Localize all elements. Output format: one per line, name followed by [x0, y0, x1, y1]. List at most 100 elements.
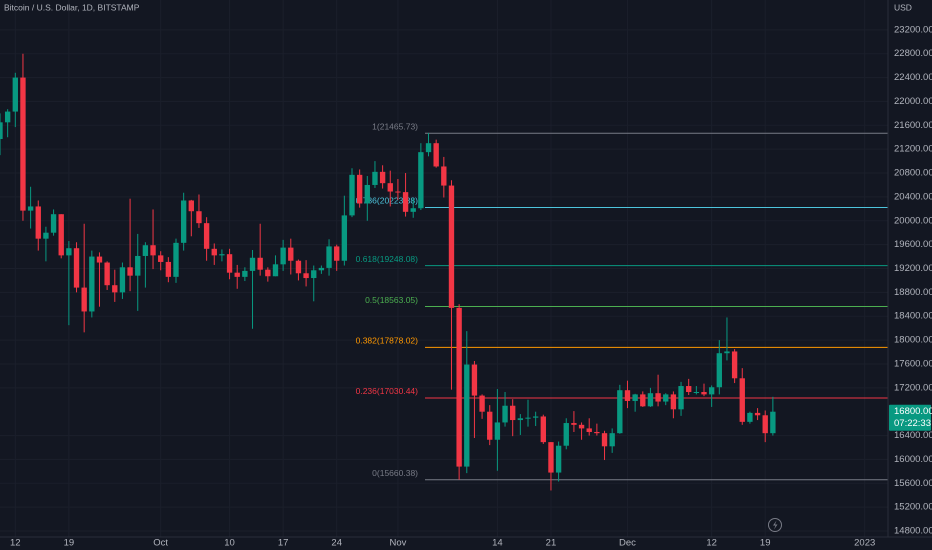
candle-body [89, 256, 95, 312]
candle-body [747, 412, 753, 422]
y-tick-label: 20000.00 [894, 215, 932, 226]
x-tick-label: 24 [331, 538, 342, 549]
candle-body [66, 248, 72, 256]
candle-body [655, 393, 661, 402]
candle-body [142, 245, 149, 256]
candle-body [0, 122, 3, 140]
y-tick-label: 20800.00 [894, 168, 932, 179]
y-tick-label: 19600.00 [894, 239, 932, 250]
fib-label: 0.236(17030.44) [356, 386, 419, 396]
candle-body [226, 254, 233, 273]
candle-body [242, 270, 248, 277]
y-tick-label: 22000.00 [894, 96, 932, 107]
candle-body [647, 393, 654, 407]
y-tick-label: 18800.00 [894, 287, 932, 298]
candle-body [441, 166, 447, 186]
x-tick-label: 14 [492, 538, 503, 549]
x-tick-label: 17 [278, 538, 289, 549]
y-tick-label: 16000.00 [894, 454, 932, 465]
axes: 14800.00 15200.00 15600.00 16000.00 16400.00… [10, 24, 932, 548]
candle-body [762, 415, 768, 434]
candle-body [701, 392, 707, 395]
x-tick-label: Nov [389, 538, 406, 549]
candle-body [578, 424, 585, 429]
candle-body [494, 422, 501, 440]
candle-body [334, 246, 340, 261]
candle-body [532, 416, 539, 418]
candle-body [158, 255, 164, 262]
y-tick-label: 22400.00 [894, 72, 932, 83]
y-tick-label: 15200.00 [894, 502, 932, 513]
candle-body [303, 273, 309, 279]
candle-body [35, 206, 41, 239]
candle-body [372, 171, 378, 185]
candle-body [341, 215, 348, 261]
candle-body [165, 261, 172, 277]
y-tick-label: 15600.00 [894, 478, 932, 489]
y-tick-label: 19200.00 [894, 263, 932, 274]
candle-body [402, 192, 409, 212]
x-tick-label: Oct [153, 538, 168, 549]
candle-body [418, 152, 424, 209]
candle-body [640, 394, 646, 407]
candle-body [104, 262, 110, 286]
y-tick-label: 18000.00 [894, 335, 932, 346]
countdown-label: 07:22:33 [894, 418, 931, 429]
x-tick-label: 12 [10, 538, 21, 549]
x-tick-label: 12 [706, 538, 717, 549]
candle-body [73, 248, 80, 288]
candle-body [548, 442, 554, 473]
candle-body [188, 200, 194, 212]
candle-body [540, 416, 546, 443]
candle-body [249, 257, 256, 271]
candle-body [311, 270, 317, 279]
candle-body [295, 260, 302, 274]
candle-body [609, 433, 615, 447]
y-tick-label: 21200.00 [894, 144, 932, 155]
candle-body [479, 395, 485, 412]
fib-label: 0.786(20223.38) [356, 196, 419, 206]
candle-body [349, 174, 355, 216]
candle-body [280, 247, 286, 265]
candle-body [586, 428, 592, 432]
y-tick-label: 17200.00 [894, 382, 932, 393]
fib-label: 0.5(18563.05) [365, 295, 418, 305]
y-tick-label: 16400.00 [894, 430, 932, 441]
icon-bolt[interactable] [773, 520, 778, 530]
candle-body [288, 247, 294, 261]
currency-label: USD [894, 2, 912, 12]
candle-body [517, 418, 524, 421]
candle-body [127, 267, 133, 276]
candle-body [456, 307, 462, 467]
candle-body [387, 183, 393, 192]
candle-body [686, 386, 692, 393]
candle-body [632, 394, 638, 401]
candle-body [425, 143, 432, 153]
candle-body [716, 353, 722, 388]
candle-body [502, 405, 508, 423]
x-tick-label: 19 [760, 538, 771, 549]
fib-label: 1(21465.73) [372, 122, 418, 132]
candle-body [173, 242, 179, 277]
candle-body [211, 248, 217, 256]
candle-body [81, 287, 87, 312]
fib-label: 0(15660.38) [372, 468, 418, 478]
candle-body [433, 143, 439, 167]
candle-body [739, 378, 745, 422]
x-tick-label: 21 [546, 538, 557, 549]
x-tick-label: 10 [224, 538, 235, 549]
candle-body [693, 392, 700, 394]
candle-body [12, 77, 18, 112]
candle-body [471, 364, 478, 396]
replay-icon[interactable] [768, 518, 782, 532]
candle-body [50, 214, 57, 233]
icon-circle[interactable] [768, 518, 782, 532]
candle-body [364, 184, 370, 204]
candle-body [754, 412, 761, 416]
y-tick-label: 23200.00 [894, 24, 932, 35]
last-price-tag [889, 404, 931, 431]
fib-retracement: 1(21465.73) 0.786(20223.38) 0.618(19248.08… [356, 122, 888, 481]
candle-body [487, 411, 493, 440]
